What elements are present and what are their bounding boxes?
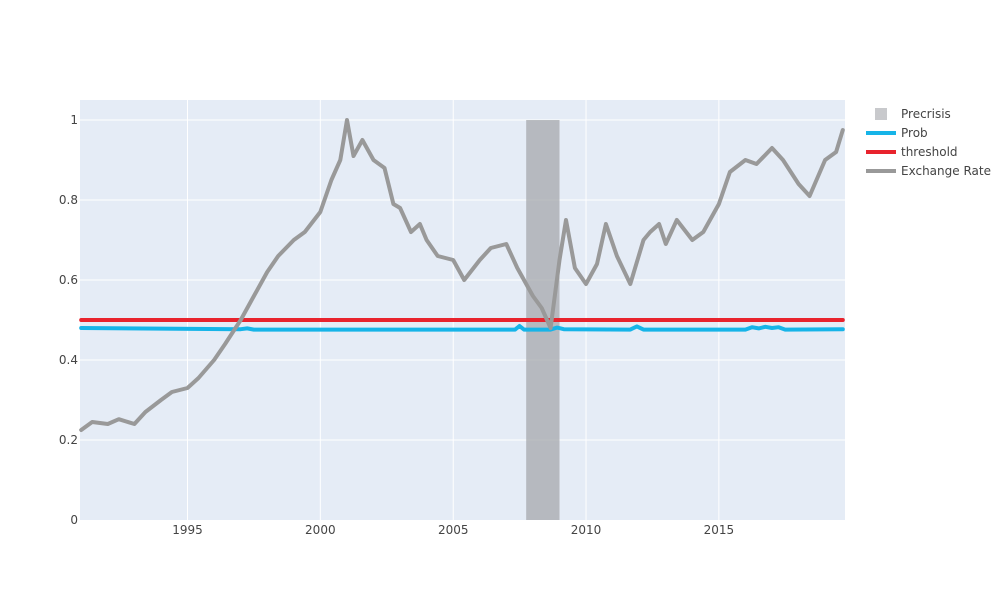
x-tick-label: 2005 xyxy=(438,523,469,537)
series-line-prob xyxy=(79,324,845,332)
legend-label: threshold xyxy=(901,145,958,159)
x-tick-label: 2000 xyxy=(305,523,336,537)
y-tick-label: 0.2 xyxy=(59,433,78,447)
legend: Precrisis Prob threshold Exchange Rate xyxy=(866,107,991,178)
y-tick-label: 1 xyxy=(70,113,78,127)
legend-label: Precrisis xyxy=(901,107,951,121)
x-tick-label: 1995 xyxy=(172,523,203,537)
legend-label: Prob xyxy=(901,126,928,140)
y-axis-ticks: 0 0.2 0.4 0.6 0.8 1 xyxy=(59,113,78,527)
x-axis-ticks: 1995 2000 2005 2010 2015 xyxy=(172,523,734,537)
legend-label: Exchange Rate xyxy=(901,164,991,178)
plot-background xyxy=(80,100,845,520)
x-tick-label: 2010 xyxy=(571,523,602,537)
series-lines xyxy=(79,118,845,432)
legend-swatch xyxy=(875,108,887,120)
x-gridlines xyxy=(187,100,720,520)
y-tick-label: 0.6 xyxy=(59,273,78,287)
y-tick-label: 0.4 xyxy=(59,353,78,367)
x-tick-label: 2015 xyxy=(704,523,735,537)
series-line-exchange-rate xyxy=(79,118,845,432)
y-tick-label: 0.8 xyxy=(59,193,78,207)
y-tick-label: 0 xyxy=(70,513,78,527)
